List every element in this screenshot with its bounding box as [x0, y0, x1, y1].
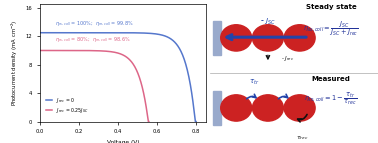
- Circle shape: [284, 25, 315, 51]
- Y-axis label: Photocurrent density (mA cm$^{-2}$): Photocurrent density (mA cm$^{-2}$): [9, 20, 20, 106]
- Circle shape: [284, 95, 315, 121]
- Text: Steady state: Steady state: [305, 4, 356, 10]
- Text: $\eta_{ss,coll}$ = 100%;  $\eta_{m,coll}$ = 99.8%: $\eta_{ss,coll}$ = 100%; $\eta_{m,coll}$…: [55, 20, 134, 28]
- Circle shape: [253, 25, 284, 51]
- Text: - $J_{SC}$: - $J_{SC}$: [260, 16, 276, 27]
- Circle shape: [253, 95, 284, 121]
- Bar: [213, 91, 221, 125]
- Text: $\tau_{tr}$: $\tau_{tr}$: [249, 77, 259, 87]
- X-axis label: Voltage (V): Voltage (V): [107, 140, 139, 143]
- Text: Measured: Measured: [311, 76, 350, 82]
- Text: - $J_{rec}$: - $J_{rec}$: [280, 54, 294, 63]
- Circle shape: [221, 95, 252, 121]
- Text: $\eta_{m,coll} = 1 - \dfrac{\tau_{tr}}{\tau_{rec}}$: $\eta_{m,coll} = 1 - \dfrac{\tau_{tr}}{\…: [304, 90, 358, 107]
- Text: $\tau_{rec}$: $\tau_{rec}$: [296, 134, 308, 142]
- Text: $\eta_{ss,coll} = \dfrac{J_{SC}}{J_{SC}+J_{rec}}$: $\eta_{ss,coll} = \dfrac{J_{SC}}{J_{SC}+…: [303, 19, 359, 38]
- Bar: [213, 21, 221, 55]
- Circle shape: [221, 25, 252, 51]
- Legend: $J_{rec}$ = 0, $J_{rec}$ = 0.25$J_{SC}$: $J_{rec}$ = 0, $J_{rec}$ = 0.25$J_{SC}$: [44, 94, 90, 117]
- Text: $\eta_{ss,coll}$ = 80%;  $\eta_{m,coll}$ = 98.6%: $\eta_{ss,coll}$ = 80%; $\eta_{m,coll}$ …: [55, 36, 131, 44]
